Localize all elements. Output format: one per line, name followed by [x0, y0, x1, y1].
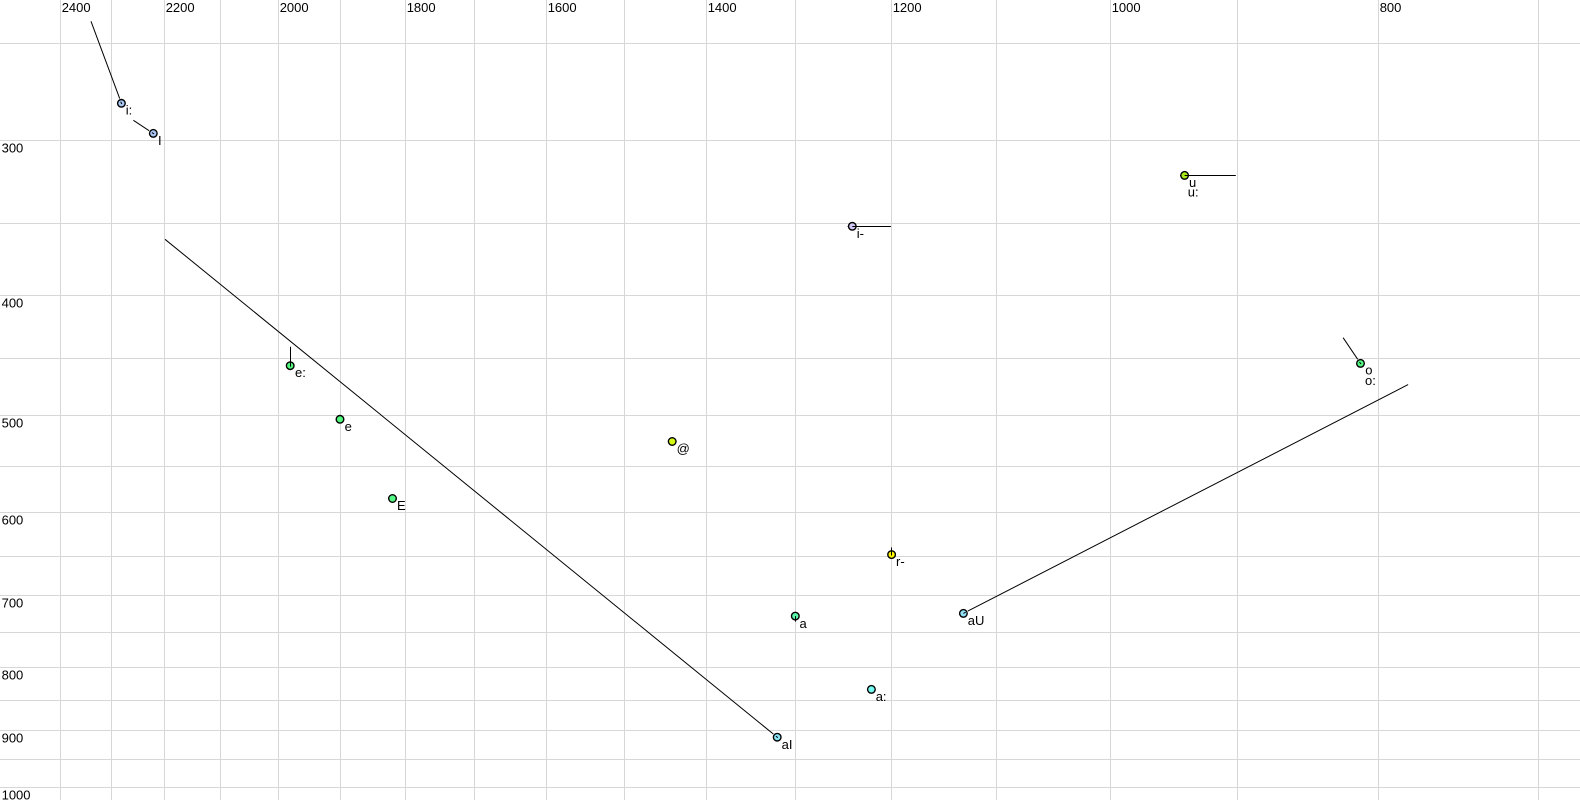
svg-text:e:: e:: [295, 365, 306, 380]
svg-text:600: 600: [2, 512, 24, 527]
svg-text:1000: 1000: [1112, 0, 1141, 15]
svg-text:2000: 2000: [280, 0, 309, 15]
svg-text:2400: 2400: [62, 0, 91, 15]
svg-text:900: 900: [2, 730, 24, 745]
svg-text:800: 800: [1380, 0, 1402, 15]
svg-text:aU: aU: [968, 613, 985, 628]
svg-text:1800: 1800: [407, 0, 436, 15]
svg-text:i:: i:: [126, 102, 133, 117]
svg-text:i-: i-: [857, 226, 864, 241]
svg-text:a: a: [800, 616, 808, 631]
svg-text:o:: o:: [1365, 373, 1376, 388]
svg-text:o: o: [1365, 363, 1372, 378]
svg-text:a:: a:: [876, 689, 887, 704]
svg-text:300: 300: [2, 140, 24, 155]
svg-text:500: 500: [2, 415, 24, 430]
svg-text:700: 700: [2, 595, 24, 610]
svg-text:2200: 2200: [166, 0, 195, 15]
svg-text:800: 800: [2, 667, 24, 682]
svg-text:1200: 1200: [893, 0, 922, 15]
svg-text:u: u: [1189, 175, 1196, 190]
svg-text:1000: 1000: [2, 787, 31, 800]
svg-text:I: I: [158, 133, 162, 148]
svg-text:1400: 1400: [708, 0, 737, 15]
svg-text:e: e: [345, 419, 352, 434]
svg-text:E: E: [397, 498, 406, 513]
svg-text:1600: 1600: [548, 0, 577, 15]
svg-text:@: @: [677, 441, 690, 456]
svg-text:400: 400: [2, 295, 24, 310]
svg-text:u:: u:: [1188, 185, 1199, 200]
svg-text:r-: r-: [896, 554, 905, 569]
svg-text:aI: aI: [782, 737, 793, 752]
